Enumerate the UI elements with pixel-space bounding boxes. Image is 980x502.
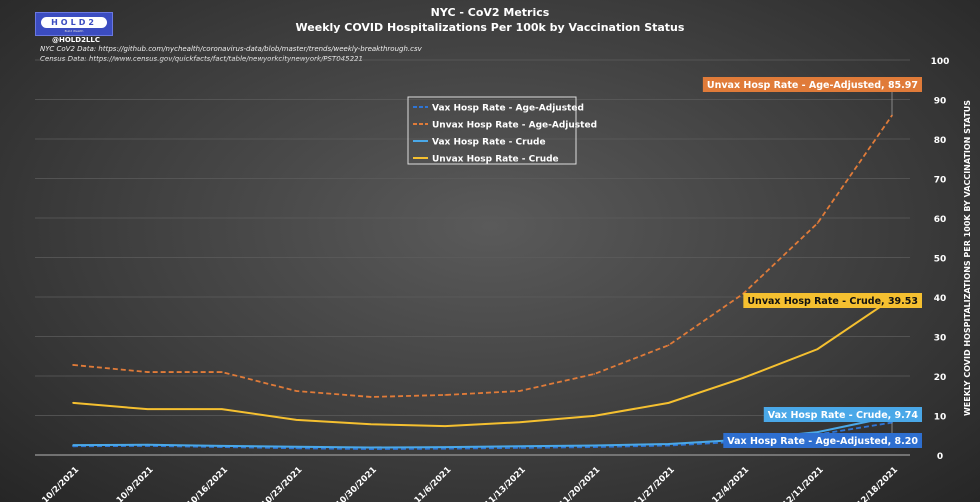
x-tick-label: 11/13/2021 — [483, 465, 528, 502]
x-tick-label: 12/18/2021 — [855, 465, 900, 502]
data-point — [444, 446, 447, 448]
y-tick-label: 100 — [931, 57, 950, 67]
data-point — [370, 423, 372, 425]
y-tick-label: 20 — [934, 373, 947, 383]
data-point — [816, 348, 819, 350]
data-label-bg — [702, 77, 922, 92]
data-label: Vax Hosp Rate - Age-Adjusted, 8.20 — [727, 436, 918, 447]
source-census: Census Data: https://www.census.gov/quic… — [40, 55, 363, 63]
data-point — [72, 402, 74, 404]
legend-box — [407, 96, 577, 165]
legend-label: Vax Hosp Rate - Crude — [432, 138, 546, 148]
legend-label: Unvax Hosp Rate - Age-Adjusted — [432, 121, 597, 131]
source-nyc: NYC CoV2 Data: https://github.com/nychea… — [40, 45, 422, 53]
data-point — [221, 371, 223, 373]
logo-tagline: Build Wealth — [64, 29, 84, 33]
data-label: Unvax Hosp Rate - Crude, 39.53 — [747, 296, 918, 307]
y-tick-label: 70 — [934, 176, 947, 186]
y-tick-label: 40 — [934, 294, 947, 304]
data-point — [742, 377, 744, 379]
data-label: Unvax Hosp Rate - Age-Adjusted, 85.97 — [707, 80, 918, 91]
data-point — [816, 222, 819, 224]
data-point — [295, 419, 298, 421]
data-point — [667, 402, 670, 404]
data-point — [444, 394, 447, 396]
chart-subtitle: Weekly COVID Hospitalizations Per 100k b… — [295, 21, 685, 34]
data-point — [518, 390, 521, 392]
y-tick-label: 0 — [937, 452, 943, 462]
chart-title: NYC - CoV2 Metrics — [430, 6, 550, 19]
x-tick-label: 12/4/2021 — [710, 465, 751, 502]
legend-label: Vax Hosp Rate - Age-Adjusted — [432, 104, 584, 114]
series-line — [72, 114, 893, 398]
data-point — [667, 344, 670, 346]
logo-text: HOLD2 — [41, 17, 107, 28]
data-point — [370, 446, 372, 449]
data-point — [593, 373, 595, 375]
data-point — [221, 408, 223, 410]
data-point — [667, 444, 670, 447]
y-tick-label: 30 — [934, 334, 947, 344]
x-tick-label: 11/20/2021 — [557, 465, 602, 502]
legend-label: Unvax Hosp Rate - Crude — [432, 155, 559, 165]
series-line — [72, 298, 893, 428]
hold2-logo: HOLD2 Build Wealth — [35, 12, 113, 36]
data-point — [518, 445, 521, 448]
data-point — [72, 444, 74, 446]
data-point — [221, 445, 223, 447]
data-point — [518, 447, 521, 449]
data-point — [295, 445, 298, 448]
data-label-bg — [763, 407, 922, 422]
y-axis-label: WEEKLY COVID HOSPITALIZATIONS PER 100K B… — [963, 100, 972, 416]
data-point — [593, 444, 595, 447]
data-point — [593, 446, 595, 448]
x-tick-label: 10/23/2021 — [260, 465, 305, 502]
x-tick-label: 11/27/2021 — [632, 465, 677, 502]
data-point — [295, 390, 298, 392]
y-tick-label: 60 — [934, 215, 947, 225]
y-tick-label: 90 — [934, 97, 947, 107]
data-point — [370, 396, 372, 398]
y-tick-label: 10 — [934, 413, 947, 423]
data-label: Vax Hosp Rate - Crude, 9.74 — [768, 410, 919, 421]
data-point — [370, 448, 372, 450]
x-tick-label: 10/16/2021 — [185, 465, 230, 502]
data-label-bg — [743, 293, 922, 308]
x-tick-label: 10/9/2021 — [115, 465, 156, 502]
data-point — [295, 447, 298, 450]
data-point — [593, 415, 595, 417]
x-tick-label: 10/30/2021 — [334, 465, 379, 502]
data-label-bg — [723, 433, 922, 448]
x-tick-label: 11/6/2021 — [413, 465, 454, 502]
y-tick-label: 80 — [934, 136, 947, 146]
data-point — [518, 421, 521, 424]
y-tick-label: 50 — [934, 255, 947, 265]
x-tick-label: 12/11/2021 — [781, 465, 826, 502]
data-point — [146, 443, 149, 446]
data-point — [146, 408, 149, 410]
data-point — [444, 425, 447, 427]
data-point — [816, 431, 819, 433]
handle: @HOLD2LLC — [52, 36, 101, 44]
x-tick-label: 10/2/2021 — [40, 465, 81, 502]
data-point — [444, 447, 447, 450]
data-point — [146, 371, 149, 373]
data-point — [72, 364, 74, 366]
data-point — [667, 443, 670, 445]
